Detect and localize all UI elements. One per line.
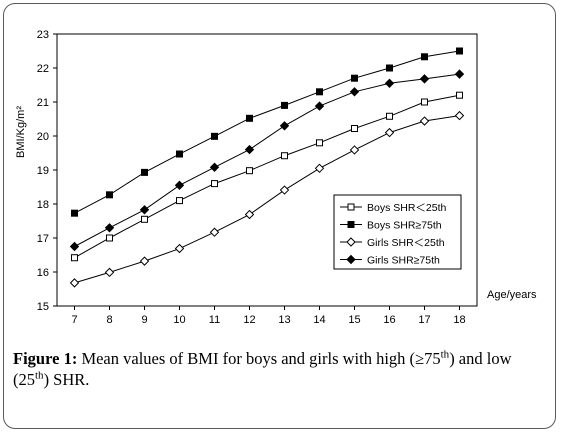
data-point — [106, 191, 113, 199]
data-point — [279, 121, 290, 131]
data-point — [211, 180, 218, 188]
data-point — [211, 132, 218, 140]
caption-text-c: ) SHR. — [43, 370, 90, 389]
data-point — [314, 163, 325, 174]
data-point — [141, 168, 148, 176]
series-4 — [69, 69, 465, 252]
data-point — [104, 267, 115, 278]
data-point — [176, 197, 183, 205]
legend: Boys SHR＜25th Boys SHR≥75th Girls SHR＜25th… — [333, 194, 462, 270]
data-point — [174, 243, 185, 254]
legend-label: Boys SHR＜25th — [367, 202, 447, 214]
y-tick-label: 18 — [37, 199, 49, 211]
y-tick-label: 16 — [37, 267, 49, 279]
x-tick-label: 17 — [418, 314, 430, 326]
data-point — [384, 78, 395, 89]
x-tick-label: 11 — [209, 314, 220, 326]
x-tick-label: 9 — [141, 314, 147, 326]
caption-label: Figure 1: — [13, 349, 78, 368]
data-point — [316, 88, 323, 96]
y-tick-label: 23 — [37, 29, 49, 41]
y-axis-label: BMI/Kg/m² — [15, 106, 27, 158]
legend-marker — [346, 254, 356, 265]
data-point — [104, 223, 115, 233]
x-axis-label: Age/years — [487, 289, 537, 301]
data-point — [351, 74, 358, 82]
legend-marker — [347, 203, 355, 211]
data-point — [246, 114, 253, 122]
series-layer — [69, 47, 465, 288]
data-point — [421, 53, 428, 61]
y-tick-label: 21 — [37, 97, 49, 109]
series-2 — [71, 47, 463, 217]
data-point — [244, 209, 255, 220]
data-point — [244, 144, 255, 155]
legend-marker — [346, 237, 356, 247]
bmi-line-chart: 15 16 17 18 19 20 21 22 23 7 8 9 10 11 12 13 14 15 16 17 18 B… — [15, 29, 537, 326]
data-point — [281, 152, 288, 160]
x-tick-label: 15 — [348, 314, 360, 326]
caption-sup-a: th — [440, 348, 450, 361]
data-point — [421, 98, 428, 106]
data-point — [69, 241, 80, 252]
data-point — [314, 101, 325, 111]
data-point — [139, 205, 150, 215]
data-point — [71, 254, 78, 262]
figure-caption: Figure 1: Mean values of BMI for boys an… — [13, 348, 549, 390]
series-1 — [71, 91, 463, 262]
data-point — [279, 185, 290, 195]
data-point — [246, 167, 253, 175]
data-point — [209, 227, 220, 237]
data-point — [349, 87, 360, 97]
x-tick-label: 8 — [106, 314, 112, 326]
legend-label: Girls SHR≥75th — [367, 255, 440, 267]
data-point — [176, 150, 183, 158]
caption-sup-b: th — [35, 369, 44, 382]
x-tick-label: 12 — [243, 314, 255, 326]
data-point — [456, 91, 463, 99]
x-tick-label: 18 — [453, 314, 465, 326]
y-tick-label: 22 — [37, 63, 49, 75]
data-point — [351, 125, 358, 133]
legend-label: Girls SHR＜25th — [367, 237, 445, 249]
legend-label: Boys SHR≥75th — [367, 220, 442, 232]
y-tick-label: 17 — [37, 233, 49, 245]
data-point — [384, 127, 395, 138]
series-line — [74, 73, 460, 247]
y-tick-label: 19 — [37, 165, 49, 177]
caption-text-b: ) and low (25 — [13, 349, 512, 389]
y-tick-label: 20 — [37, 131, 49, 143]
data-point — [281, 101, 288, 109]
data-point — [386, 112, 393, 120]
data-point — [454, 69, 465, 79]
x-tick-label: 10 — [173, 314, 185, 326]
y-tick-label: 15 — [37, 301, 49, 313]
caption-text-a: Mean values of BMI for boys and girls wi… — [77, 349, 441, 368]
data-point — [419, 74, 430, 84]
data-point — [349, 145, 360, 155]
x-tick-label: 7 — [71, 314, 77, 326]
data-point — [71, 209, 78, 217]
axes: 15 16 17 18 19 20 21 22 23 7 8 9 10 11 12 13 14 15 16 17 18 B… — [15, 29, 537, 326]
data-point — [419, 116, 430, 126]
series-line — [74, 115, 460, 284]
data-point — [386, 64, 393, 72]
data-point — [139, 256, 150, 266]
series-3 — [69, 110, 465, 288]
x-tick-label: 13 — [278, 314, 290, 326]
data-point — [69, 278, 80, 288]
legend-marker — [347, 221, 355, 228]
data-point — [209, 162, 220, 172]
data-point — [106, 234, 113, 242]
x-tick-label: 14 — [313, 314, 325, 326]
series-line — [74, 50, 460, 214]
series-line — [74, 94, 460, 259]
data-point — [456, 47, 463, 55]
data-point — [316, 139, 323, 147]
data-point — [141, 215, 148, 223]
data-point — [174, 180, 185, 191]
data-point — [454, 110, 465, 121]
x-tick-label: 16 — [383, 314, 395, 326]
